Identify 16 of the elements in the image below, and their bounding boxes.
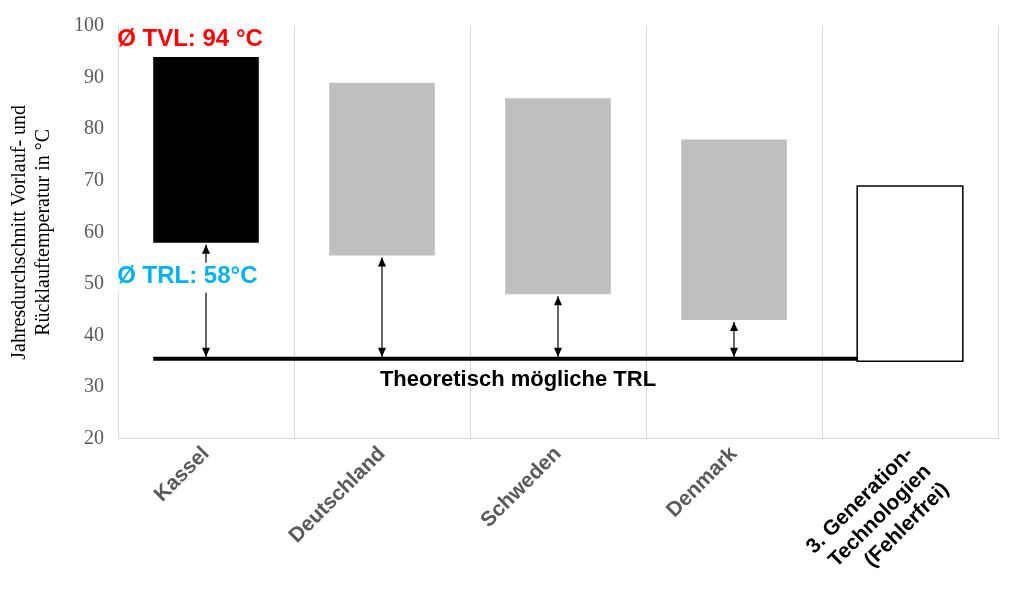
bar: [681, 139, 787, 321]
annotation: Ø TRL: 58°C: [117, 261, 258, 289]
y-tick-label: 70: [84, 168, 104, 191]
y-tick-label: 50: [84, 271, 104, 294]
y-tick-label: 30: [84, 374, 104, 397]
y-tick-label: 90: [84, 64, 104, 87]
y-axis-title: Jahresdurchschnitt Vorlauf- und Rücklauftemperatur in °C: [7, 104, 55, 360]
ref-line-label: Theoretisch mögliche TRL: [379, 365, 657, 391]
bar: [505, 98, 611, 295]
y-tick-label: 40: [84, 322, 104, 345]
y-tick-label: 60: [84, 219, 104, 242]
y-tick-label: 100: [74, 13, 104, 36]
y-tick-label: 80: [84, 116, 104, 139]
y-tick-label: 20: [84, 425, 104, 448]
bar: [329, 82, 435, 256]
annotation: Ø TVL: 94 °C: [117, 23, 263, 51]
